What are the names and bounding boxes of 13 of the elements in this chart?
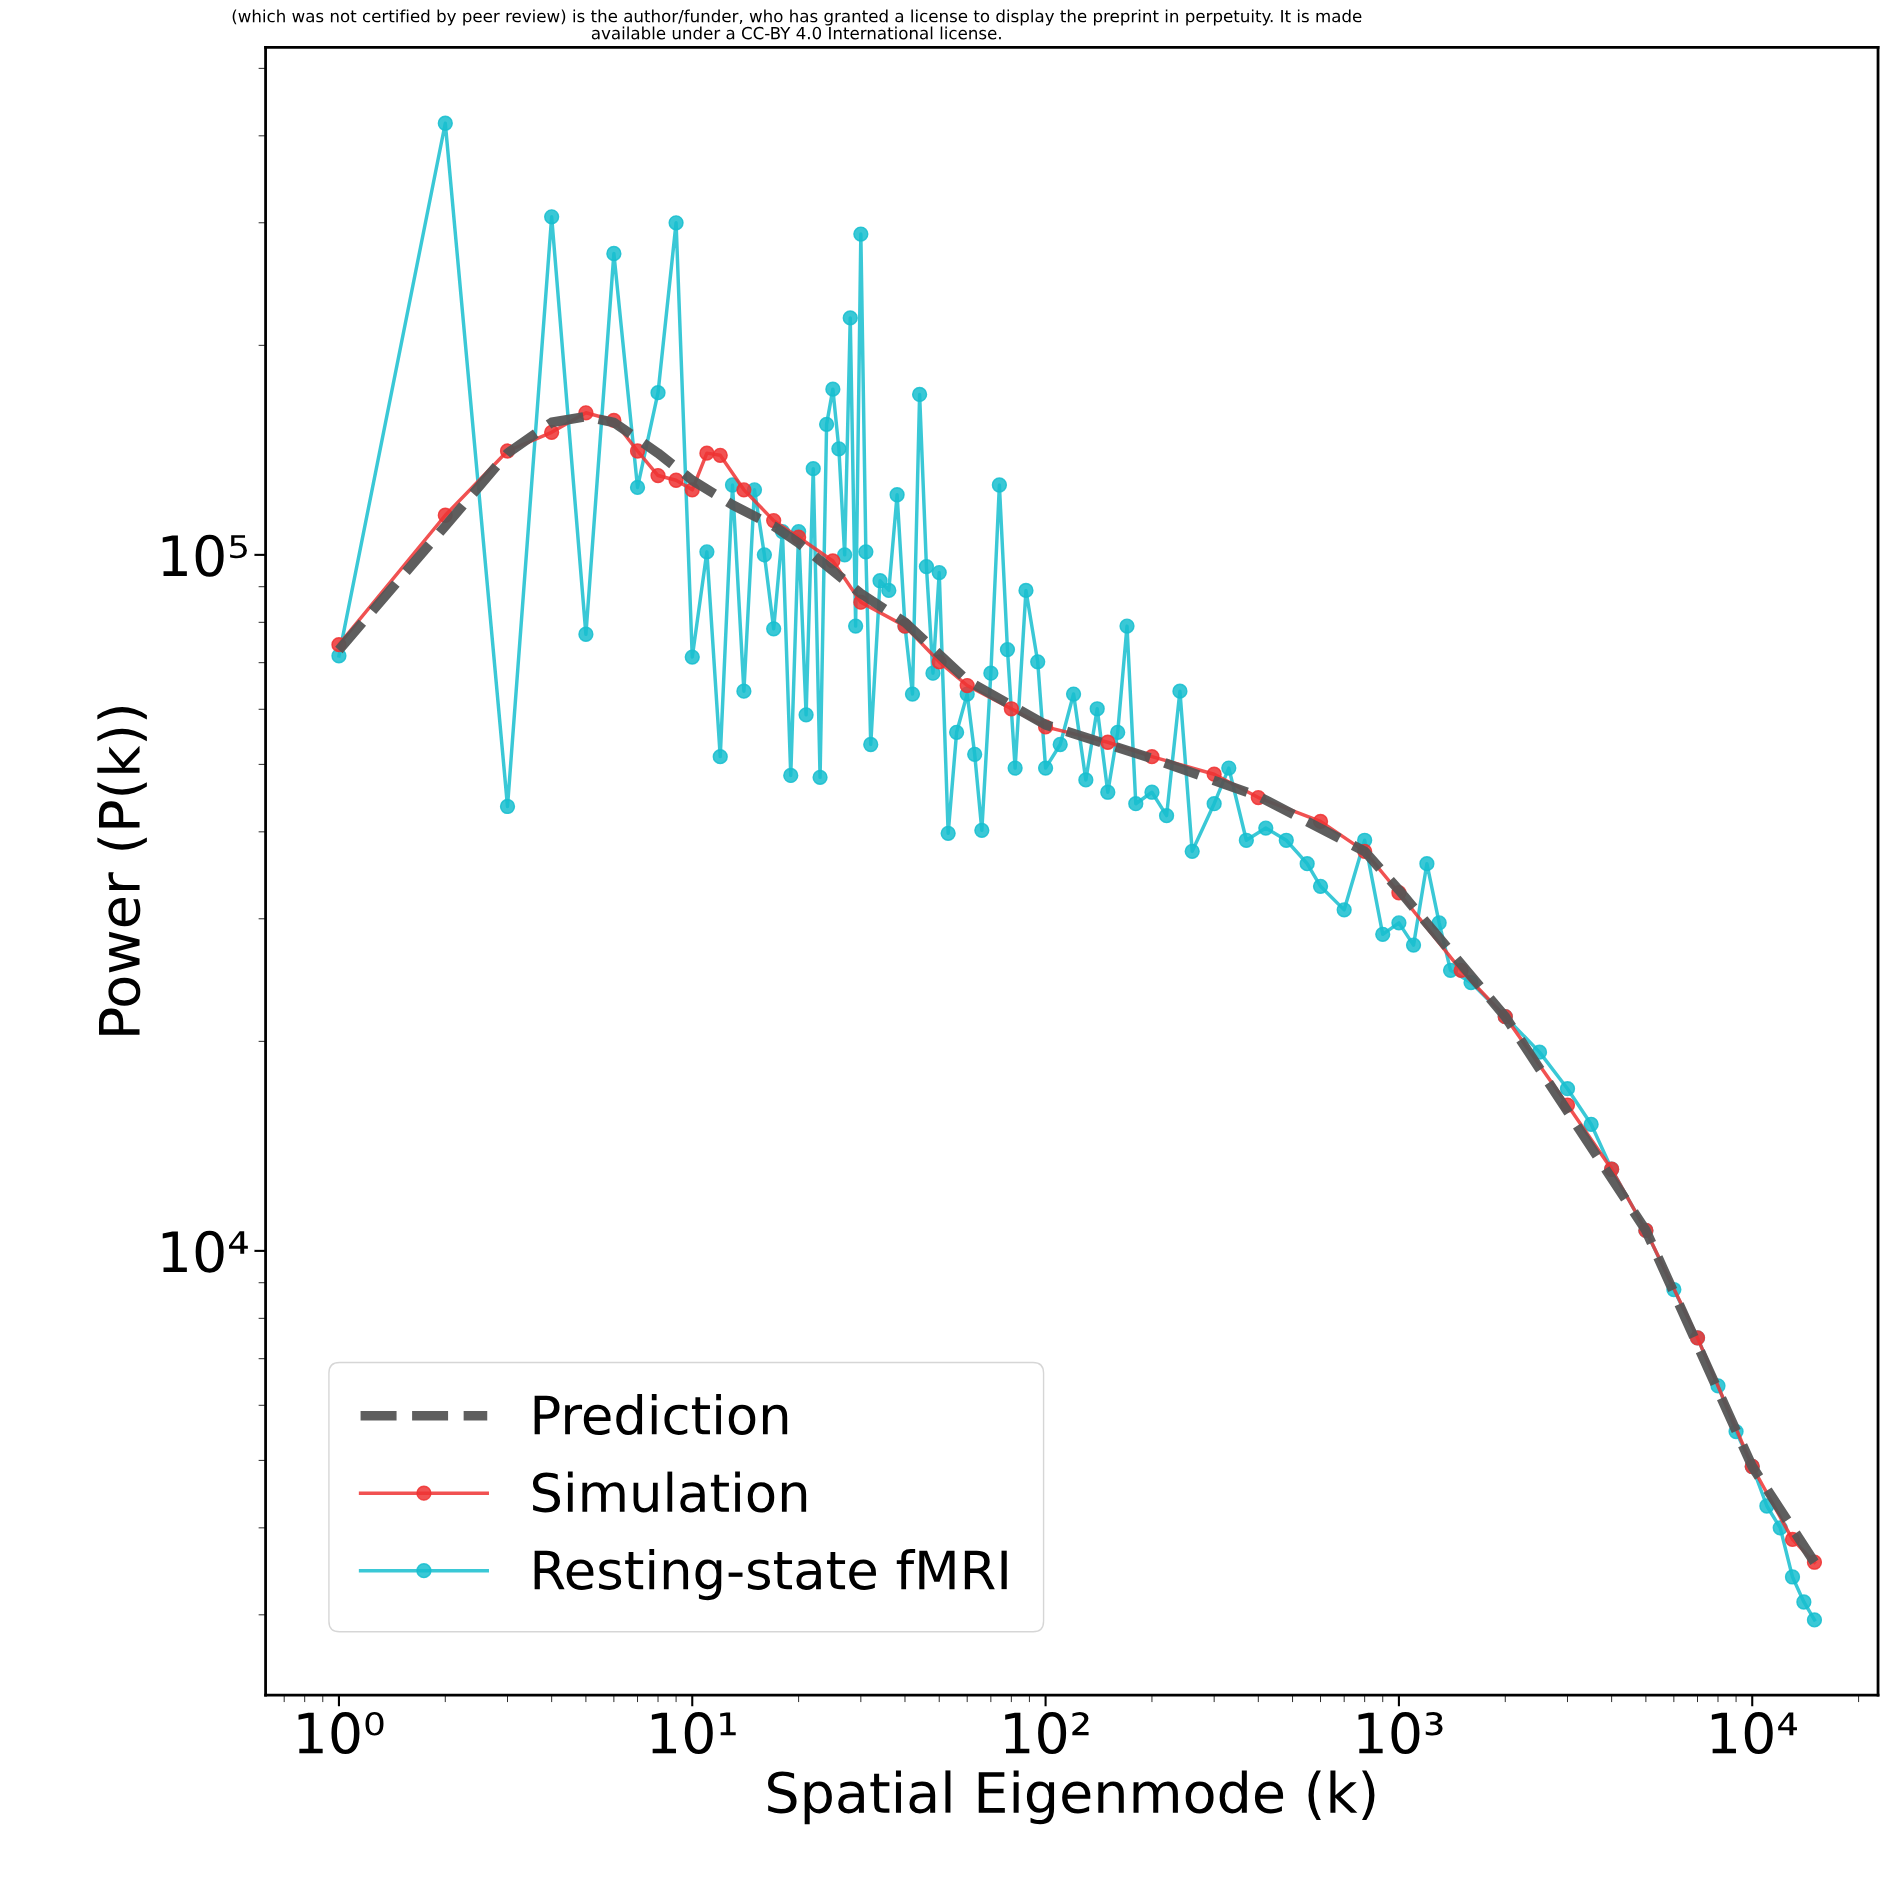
x-tick-label: 10³: [1358, 1712, 1443, 1755]
x-axis-title: Spatial Eigenmode (k): [768, 1770, 1375, 1825]
text: available under a CC-BY 4.0 International license.: [591, 26, 1001, 40]
x-tick-label: 10⁴: [1711, 1712, 1797, 1755]
y-axis-title: Power (P(k)): [97, 707, 147, 1035]
y-tick-label: 10⁵: [162, 534, 247, 577]
x-tick-label: 10²: [1005, 1712, 1089, 1755]
x-tick-label: 10⁰: [298, 1712, 384, 1755]
legend-label: Resting-state fMRI: [534, 1549, 1007, 1601]
legend-label: Simulation: [532, 1471, 807, 1513]
legend-label: Prediction: [534, 1394, 788, 1435]
x-tick-label: 10¹: [651, 1712, 736, 1755]
text: (which was not certified by peer review) is the author/funder, who has granted a license to display the preprint in perpetuity. It is made: [232, 9, 1362, 26]
